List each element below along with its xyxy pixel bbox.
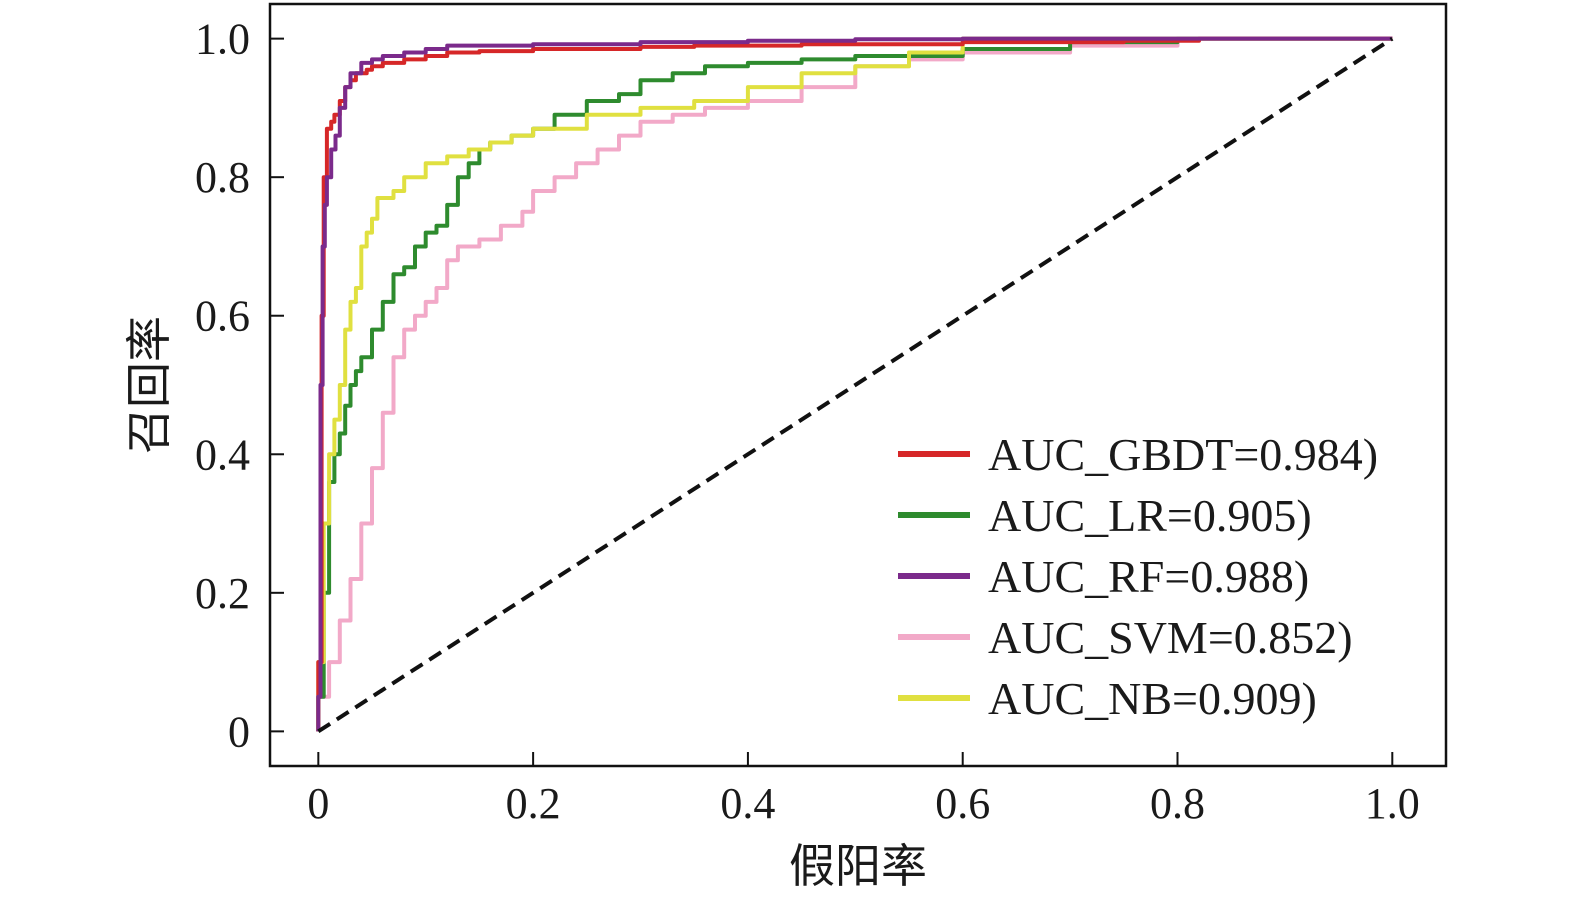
y-axis-ticks: 0 0.2 0.4 0.6 0.8 1.0 — [195, 15, 284, 756]
y-tick-label: 0.8 — [195, 153, 250, 202]
y-tick-label: 0.6 — [195, 292, 250, 341]
legend-label-auc-rf: AUC_RF=0.988) — [988, 551, 1309, 602]
legend-label-auc-gbdt: AUC_GBDT=0.984) — [988, 429, 1378, 480]
x-tick-label: 0 — [307, 779, 329, 828]
y-tick-label: 0 — [228, 707, 250, 756]
y-tick-label: 1.0 — [195, 15, 250, 64]
x-tick-label: 0.8 — [1150, 779, 1205, 828]
x-tick-label: 1.0 — [1365, 779, 1420, 828]
legend: AUC_GBDT=0.984) AUC_LR=0.905) AUC_RF=0.988… — [898, 429, 1378, 724]
legend-label-auc-svm: AUC_SVM=0.852) — [988, 612, 1353, 663]
y-tick-label: 0.2 — [195, 569, 250, 618]
auc-gbdt-curve — [316, 36, 1393, 732]
series-layer — [316, 36, 1394, 734]
y-tick-label: 0.4 — [195, 430, 250, 479]
auc-nb-curve — [316, 36, 1393, 732]
auc-svm-curve — [316, 36, 1393, 732]
reference-diagonal — [317, 36, 1394, 734]
x-axis-ticks: 0 0.2 0.4 0.6 0.8 1.0 — [307, 752, 1420, 828]
x-axis-label: 假阳率 — [789, 841, 927, 892]
auc-lr-curve — [316, 36, 1393, 732]
auc-rf-curve — [316, 36, 1393, 732]
x-tick-label: 0.4 — [720, 779, 775, 828]
y-axis-label: 召回率 — [124, 316, 175, 454]
x-tick-label: 0.2 — [506, 779, 561, 828]
legend-label-auc-nb: AUC_NB=0.909) — [988, 673, 1317, 724]
x-tick-label: 0.6 — [935, 779, 990, 828]
legend-label-auc-lr: AUC_LR=0.905) — [988, 490, 1312, 541]
plot-frame — [268, 2, 1448, 768]
